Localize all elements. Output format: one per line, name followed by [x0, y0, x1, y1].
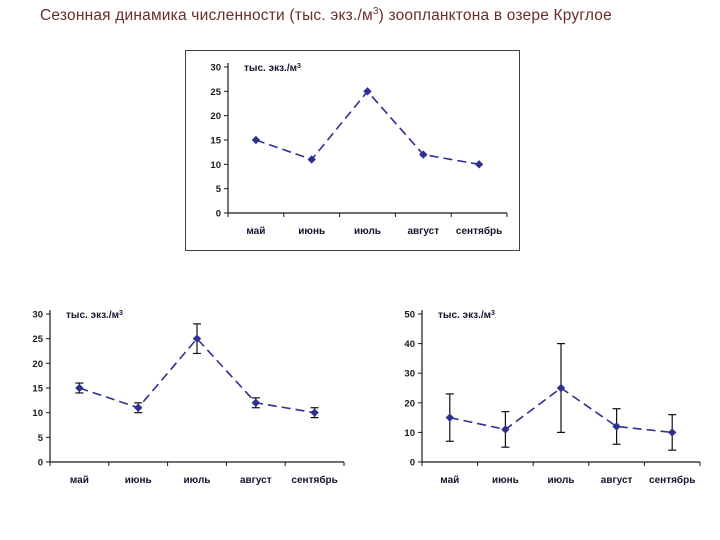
y-tick-label: 50 — [404, 310, 415, 321]
y-tick-label: 10 — [32, 408, 43, 419]
data-point — [501, 425, 510, 434]
x-category-label: июль — [184, 475, 211, 486]
data-point — [75, 383, 84, 393]
y-axis-unit-label: тыс. экз./м3 — [438, 310, 495, 321]
y-tick-label: 10 — [404, 428, 415, 439]
y-tick-label: 25 — [32, 334, 43, 345]
data-point — [307, 155, 316, 164]
y-tick-label: 0 — [410, 458, 415, 469]
chart-top: 0 5 10 15 20 25 30 май июнь июль август сентябрь тыс… — [185, 50, 520, 251]
x-category-label: август — [601, 475, 633, 486]
x-category-label: июль — [548, 475, 575, 486]
zooplankton-abundance-large-error-bars-svg: 0 10 20 30 40 50 май июнь июль август сентябрь тыс.… — [404, 310, 701, 486]
slide-title-superscript: 3 — [372, 6, 379, 17]
x-category-label: июнь — [125, 475, 152, 486]
data-point — [668, 428, 677, 437]
data-point — [419, 150, 428, 159]
y-tick-label: 5 — [38, 433, 44, 444]
slide-title-text: Сезонная динамика численности (тыс. экз.… — [40, 7, 373, 25]
y-tick-label: 20 — [404, 398, 415, 409]
series-line — [79, 337, 315, 414]
data-point — [556, 383, 566, 393]
x-category-label: июль — [354, 226, 381, 237]
x-category-label: май — [246, 226, 265, 237]
y-tick-label: 15 — [32, 384, 43, 395]
slide-title-text-tail: ) зоопланктона в озере Круглое — [378, 7, 612, 25]
x-category-label: сентябрь — [649, 474, 695, 486]
x-category-label: июнь — [492, 475, 519, 486]
y-tick-label: 15 — [210, 136, 221, 147]
y-tick-label: 25 — [210, 87, 221, 98]
y-axis-unit-label: тыс. экз./м3 — [244, 63, 301, 74]
y-tick-label: 20 — [32, 359, 43, 370]
data-point — [251, 398, 260, 407]
x-category-label: сентябрь — [291, 474, 337, 486]
x-category-label: июнь — [298, 226, 325, 237]
x-category-label: май — [440, 475, 459, 486]
slide-title: Сезонная динамика численности (тыс. экз.… — [40, 6, 705, 25]
data-point — [474, 160, 484, 169]
data-point — [134, 403, 143, 412]
y-tick-label: 5 — [216, 184, 222, 195]
data-point — [612, 422, 621, 431]
y-tick-label: 0 — [216, 209, 221, 220]
y-tick-label: 0 — [38, 458, 43, 469]
data-point — [363, 87, 372, 96]
y-tick-label: 10 — [210, 160, 221, 171]
y-tick-label: 30 — [32, 310, 43, 321]
y-axis-unit-label: тыс. экз./м3 — [66, 310, 123, 321]
data-point — [192, 334, 202, 343]
chart-bottom-left: 0 5 10 15 20 25 30 май июнь июль август сентябрь тыс… — [8, 298, 356, 499]
data-point — [251, 135, 261, 145]
y-tick-label: 30 — [404, 369, 415, 380]
chart-bottom-right: 0 10 20 30 40 50 май июнь июль август сентябрь тыс.… — [380, 298, 712, 499]
data-point — [445, 413, 454, 422]
y-tick-label: 20 — [210, 111, 221, 122]
x-category-label: август — [240, 475, 272, 486]
x-category-label: август — [407, 226, 439, 237]
y-tick-label: 40 — [404, 339, 415, 350]
data-point — [310, 408, 319, 417]
x-category-label: май — [70, 475, 89, 486]
zooplankton-abundance-top-svg: 0 5 10 15 20 25 30 май июнь июль август сентябрь тыс… — [210, 63, 508, 237]
x-category-label: сентябрь — [456, 225, 502, 237]
zooplankton-abundance-small-error-bars-svg: 0 5 10 15 20 25 30 май июнь июль август сентябрь тыс… — [32, 310, 345, 486]
series-line — [255, 90, 480, 166]
y-tick-label: 30 — [210, 63, 221, 74]
